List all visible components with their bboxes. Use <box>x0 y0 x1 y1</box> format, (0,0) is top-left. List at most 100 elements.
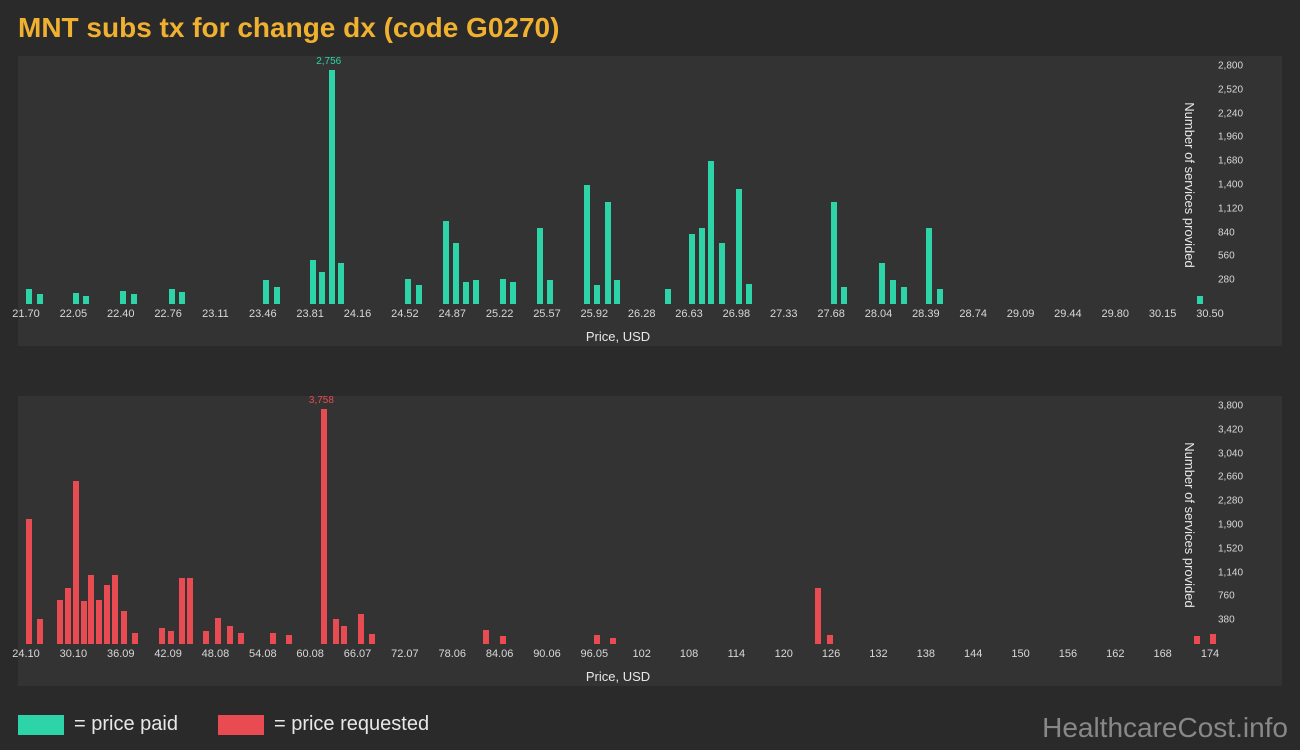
x-axis-label: Price, USD <box>586 329 650 344</box>
bar <box>416 285 422 304</box>
x-tick: 120 <box>775 648 793 660</box>
bar <box>890 280 896 304</box>
y-tick: 2,800 <box>1218 61 1243 72</box>
x-tick: 26.98 <box>723 308 751 320</box>
x-tick: 29.80 <box>1102 308 1130 320</box>
x-tick: 23.81 <box>296 308 324 320</box>
bar <box>719 243 725 304</box>
bar <box>73 481 79 644</box>
x-tick: 23.11 <box>202 308 229 320</box>
x-tick: 25.57 <box>533 308 561 320</box>
x-tick: 26.28 <box>628 308 656 320</box>
bar <box>594 285 600 304</box>
chart-price-requested: 3,758 Price, USD 24.1030.1036.0942.0948.… <box>18 396 1282 686</box>
x-tick: 42.09 <box>154 648 182 660</box>
x-tick: 36.09 <box>107 648 135 660</box>
bar <box>96 600 102 644</box>
bar <box>547 280 553 304</box>
bar <box>473 280 479 304</box>
bar <box>169 289 175 304</box>
x-tick: 132 <box>869 648 887 660</box>
bar <box>238 633 244 644</box>
bar <box>179 578 185 644</box>
bar <box>665 289 671 304</box>
bar <box>736 189 742 304</box>
bar <box>227 626 233 644</box>
legend-label-requested: = price requested <box>274 713 429 736</box>
x-tick: 30.50 <box>1196 308 1224 320</box>
bar <box>104 585 110 645</box>
y-axis-label: Number of services provided <box>1182 442 1197 607</box>
y-tick: 280 <box>1218 275 1235 286</box>
x-tick: 22.76 <box>154 308 182 320</box>
legend-item-paid: = price paid <box>18 713 178 736</box>
bar <box>815 588 821 644</box>
y-tick: 1,520 <box>1218 543 1243 554</box>
y-axis-requested: Number of services provided 3807601,1401… <box>1214 406 1282 644</box>
legend-item-requested: = price requested <box>218 713 429 736</box>
x-tick: 22.40 <box>107 308 135 320</box>
bar <box>26 519 32 644</box>
bar <box>37 619 43 644</box>
bar <box>263 280 269 304</box>
bar <box>689 234 695 304</box>
x-tick: 30.15 <box>1149 308 1177 320</box>
x-tick: 114 <box>728 648 746 660</box>
peak-label: 3,758 <box>309 395 334 406</box>
x-tick: 29.09 <box>1007 308 1035 320</box>
bar <box>321 409 327 644</box>
x-tick: 24.52 <box>391 308 419 320</box>
x-tick: 48.08 <box>202 648 230 660</box>
y-tick: 3,420 <box>1218 424 1243 435</box>
bar <box>88 575 94 644</box>
x-tick: 150 <box>1011 648 1029 660</box>
x-axis-label: Price, USD <box>586 669 650 684</box>
x-tick: 138 <box>917 648 935 660</box>
x-tick: 27.33 <box>770 308 798 320</box>
bar <box>746 284 752 304</box>
bar <box>274 287 280 304</box>
y-tick: 2,520 <box>1218 84 1243 95</box>
bar <box>341 626 347 644</box>
bar <box>841 287 847 304</box>
bar <box>120 291 126 304</box>
x-tick: 126 <box>822 648 840 660</box>
bar <box>132 633 138 644</box>
y-tick: 760 <box>1218 591 1235 602</box>
y-tick: 3,800 <box>1218 401 1243 412</box>
plot-area-requested: 3,758 <box>26 406 1210 644</box>
bar <box>215 618 221 644</box>
bar <box>203 631 209 644</box>
x-tick: 25.92 <box>581 308 609 320</box>
bar <box>83 296 89 305</box>
bar <box>73 293 79 304</box>
bar <box>329 70 335 304</box>
x-tick: 78.06 <box>438 648 466 660</box>
bar <box>443 221 449 304</box>
bar <box>510 282 516 304</box>
x-tick: 25.22 <box>486 308 514 320</box>
bar <box>1197 296 1203 305</box>
bar <box>708 161 714 304</box>
y-tick: 2,660 <box>1218 472 1243 483</box>
x-tick: 168 <box>1153 648 1171 660</box>
legend-label-paid: = price paid <box>74 713 178 736</box>
y-tick: 1,400 <box>1218 180 1243 191</box>
bar <box>1194 636 1200 644</box>
y-tick: 1,900 <box>1218 520 1243 531</box>
y-tick: 560 <box>1218 251 1235 262</box>
bar <box>286 635 292 644</box>
x-tick: 24.87 <box>438 308 466 320</box>
x-tick: 22.05 <box>60 308 88 320</box>
legend: = price paid = price requested <box>18 713 429 736</box>
x-tick: 23.46 <box>249 308 277 320</box>
y-tick: 840 <box>1218 227 1235 238</box>
x-tick: 162 <box>1106 648 1124 660</box>
x-tick: 144 <box>964 648 982 660</box>
bar <box>901 287 907 304</box>
y-tick: 1,960 <box>1218 132 1243 143</box>
x-tick: 102 <box>632 648 650 660</box>
y-tick: 2,280 <box>1218 496 1243 507</box>
y-tick: 380 <box>1218 615 1235 626</box>
bar <box>500 636 506 644</box>
